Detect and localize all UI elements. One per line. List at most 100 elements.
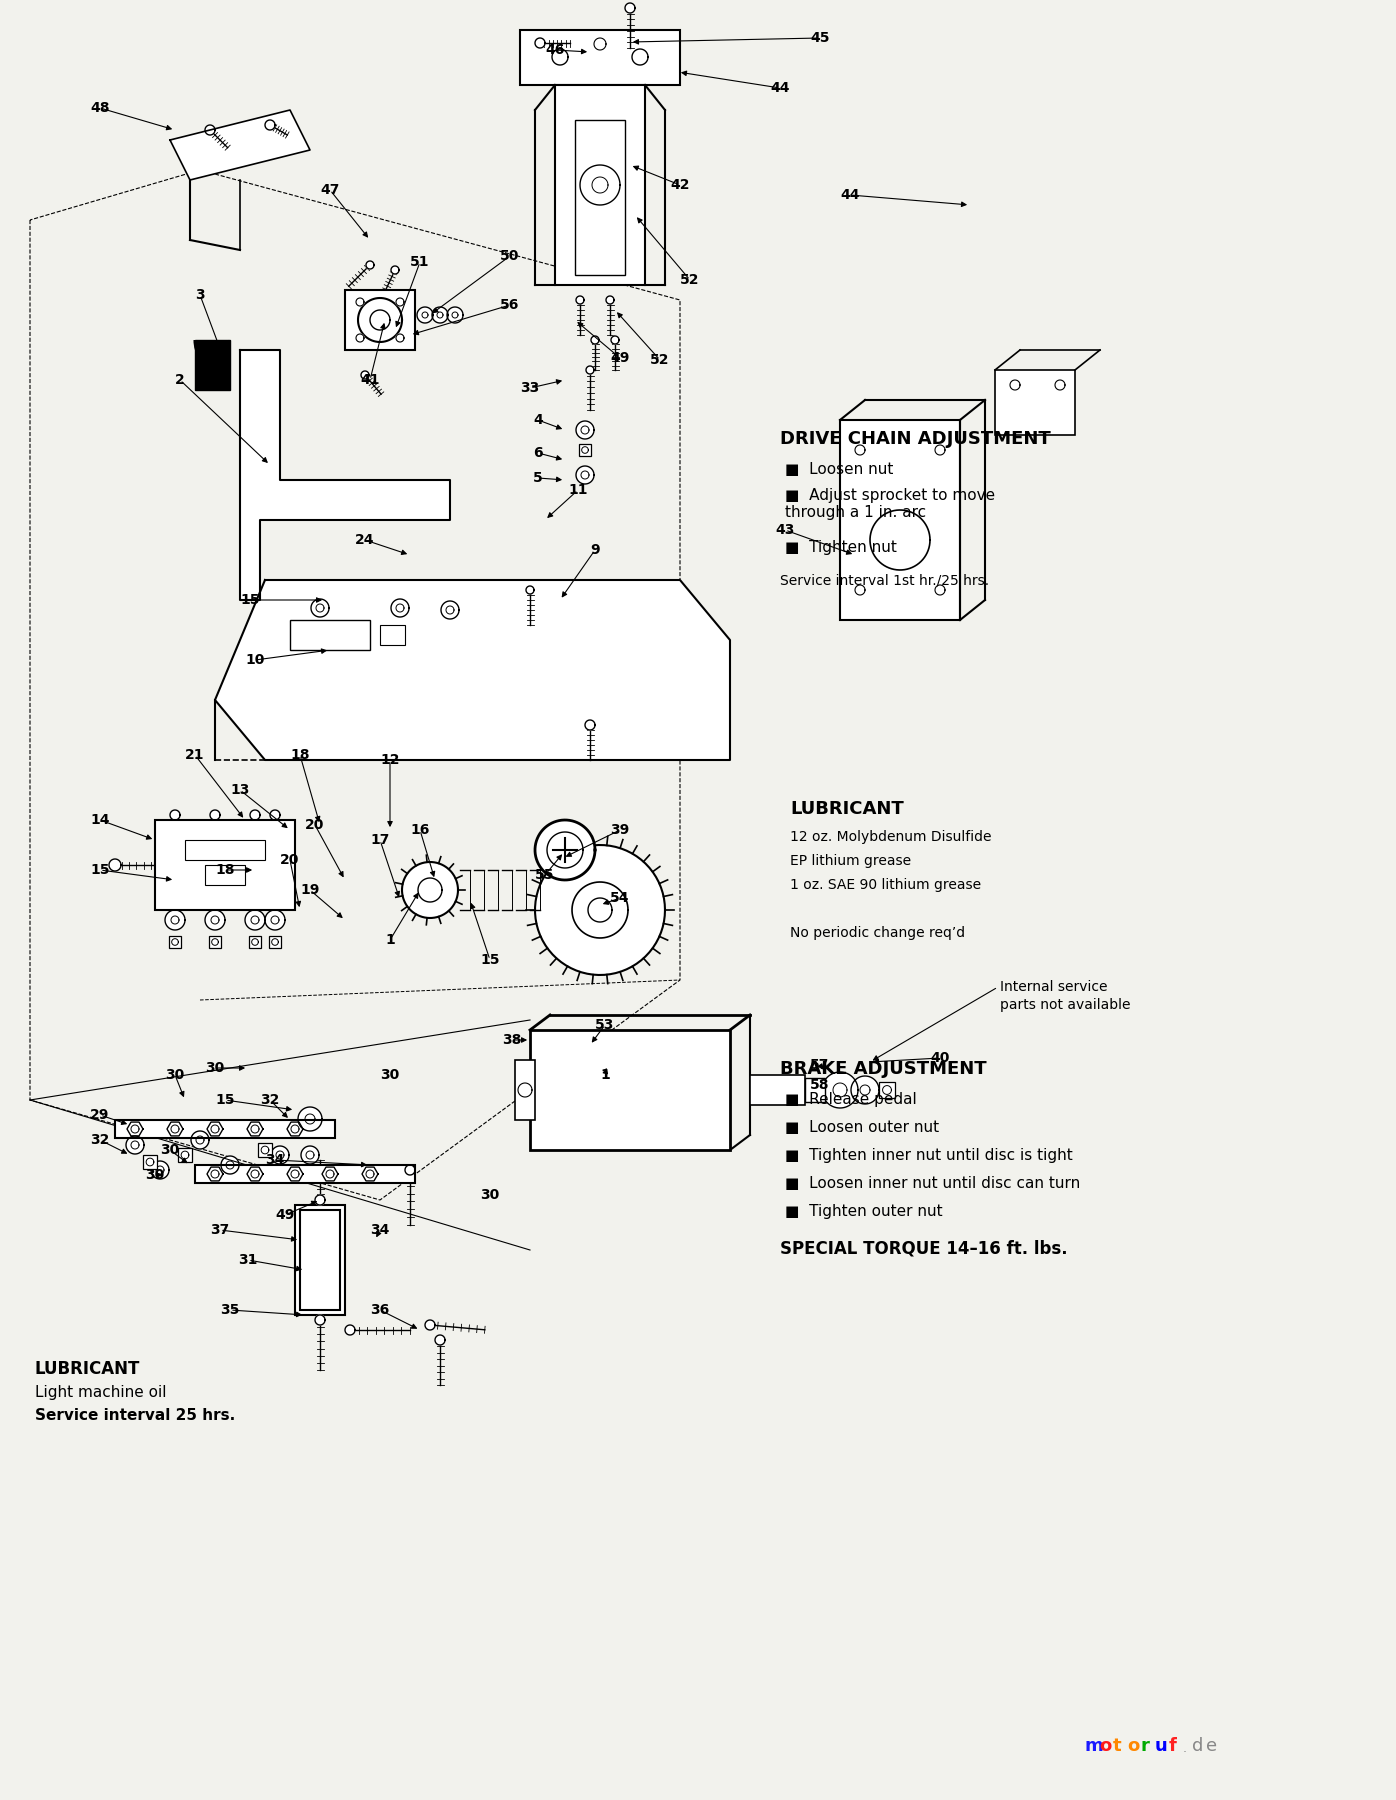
Polygon shape	[357, 299, 402, 342]
Text: 12 oz. Molybdenum Disulfide: 12 oz. Molybdenum Disulfide	[790, 830, 991, 844]
Text: 15: 15	[240, 592, 260, 607]
Text: 34: 34	[370, 1222, 389, 1237]
Text: 17: 17	[370, 833, 389, 848]
Text: 45: 45	[810, 31, 829, 45]
Polygon shape	[402, 862, 458, 918]
Polygon shape	[207, 1166, 223, 1181]
Text: LUBRICANT: LUBRICANT	[790, 799, 903, 817]
Polygon shape	[362, 1166, 378, 1181]
Text: r: r	[1141, 1737, 1150, 1755]
Text: No periodic change req’d: No periodic change req’d	[790, 925, 965, 940]
Bar	[290, 619, 370, 650]
Polygon shape	[854, 445, 866, 455]
Polygon shape	[391, 266, 399, 274]
Polygon shape	[405, 1165, 415, 1175]
Text: 21: 21	[186, 749, 205, 761]
Text: 5: 5	[533, 472, 543, 484]
Text: DRIVE CHAIN ADJUSTMENT: DRIVE CHAIN ADJUSTMENT	[780, 430, 1051, 448]
Text: SPECIAL TORQUE 14–16 ft. lbs.: SPECIAL TORQUE 14–16 ft. lbs.	[780, 1240, 1068, 1258]
Text: 30: 30	[480, 1188, 500, 1202]
Text: 18: 18	[290, 749, 310, 761]
Polygon shape	[191, 1130, 209, 1148]
Text: 53: 53	[595, 1019, 614, 1031]
Text: 6: 6	[533, 446, 543, 461]
Text: ■  Tighten inner nut until disc is tight: ■ Tighten inner nut until disc is tight	[785, 1148, 1072, 1163]
Bar	[248, 936, 261, 949]
Text: m: m	[1085, 1737, 1104, 1755]
Text: ■  Adjust sprocket to move
through a 1 in. arc: ■ Adjust sprocket to move through a 1 in…	[785, 488, 995, 520]
Bar	[345, 290, 415, 349]
Polygon shape	[356, 299, 364, 306]
Polygon shape	[441, 601, 459, 619]
Polygon shape	[852, 1076, 879, 1103]
Text: 33: 33	[521, 382, 540, 394]
Text: 37: 37	[211, 1222, 229, 1237]
Polygon shape	[436, 1336, 445, 1345]
Polygon shape	[606, 295, 614, 304]
Text: 29: 29	[91, 1109, 110, 1121]
Text: u: u	[1154, 1737, 1167, 1755]
Text: 14: 14	[91, 814, 110, 826]
Text: 32: 32	[91, 1132, 110, 1147]
Polygon shape	[221, 1156, 239, 1174]
Polygon shape	[526, 587, 535, 594]
Text: 30: 30	[145, 1168, 165, 1183]
Text: 54: 54	[610, 891, 630, 905]
Text: 10: 10	[246, 653, 265, 668]
Polygon shape	[288, 1121, 303, 1136]
Text: 49: 49	[610, 351, 630, 365]
Polygon shape	[518, 1084, 532, 1096]
Text: 20: 20	[306, 817, 325, 832]
Polygon shape	[315, 1316, 325, 1325]
Text: f: f	[1168, 1737, 1177, 1755]
Text: t: t	[1113, 1737, 1121, 1755]
Text: 55: 55	[535, 868, 554, 882]
Polygon shape	[572, 882, 628, 938]
Polygon shape	[288, 1166, 303, 1181]
Bar	[179, 1148, 193, 1163]
Text: ■  Loosen inner nut until disc can turn: ■ Loosen inner nut until disc can turn	[785, 1175, 1081, 1192]
Bar	[169, 936, 181, 949]
Polygon shape	[205, 911, 225, 931]
Polygon shape	[935, 445, 945, 455]
Polygon shape	[170, 110, 310, 180]
Polygon shape	[822, 1073, 859, 1109]
Text: e: e	[1206, 1737, 1217, 1755]
Text: 52: 52	[680, 274, 699, 286]
Polygon shape	[345, 1325, 355, 1336]
Text: EP lithium grease: EP lithium grease	[790, 853, 912, 868]
Text: BRAKE ADJUSTMENT: BRAKE ADJUSTMENT	[780, 1060, 987, 1078]
Text: d: d	[1192, 1737, 1203, 1755]
Text: 18: 18	[215, 862, 235, 877]
Polygon shape	[362, 371, 369, 380]
Polygon shape	[577, 295, 584, 304]
Polygon shape	[585, 720, 595, 731]
Text: ■  Tighten nut: ■ Tighten nut	[785, 540, 896, 554]
Bar	[515, 1060, 535, 1120]
Polygon shape	[356, 335, 364, 342]
Polygon shape	[195, 340, 230, 391]
Text: 3: 3	[195, 288, 205, 302]
Bar	[575, 121, 625, 275]
Text: 1: 1	[385, 932, 395, 947]
Polygon shape	[269, 810, 281, 821]
Text: 49: 49	[275, 1208, 295, 1222]
Text: 36: 36	[370, 1303, 389, 1318]
Polygon shape	[935, 585, 945, 596]
Text: 38: 38	[503, 1033, 522, 1048]
Polygon shape	[535, 38, 544, 49]
Bar	[805, 1078, 825, 1102]
Polygon shape	[535, 821, 595, 880]
Text: 32: 32	[260, 1093, 279, 1107]
Text: ■  Loosen nut: ■ Loosen nut	[785, 463, 893, 477]
Text: 24: 24	[355, 533, 374, 547]
Bar	[295, 1204, 345, 1316]
Text: 20: 20	[281, 853, 300, 868]
Bar	[205, 866, 246, 886]
Text: o: o	[1099, 1737, 1111, 1755]
Text: 15: 15	[215, 1093, 235, 1107]
Text: Service interval 25 hrs.: Service interval 25 hrs.	[35, 1408, 236, 1424]
Polygon shape	[391, 599, 409, 617]
Text: ■  Tighten outer nut: ■ Tighten outer nut	[785, 1204, 942, 1219]
Polygon shape	[302, 1147, 320, 1165]
